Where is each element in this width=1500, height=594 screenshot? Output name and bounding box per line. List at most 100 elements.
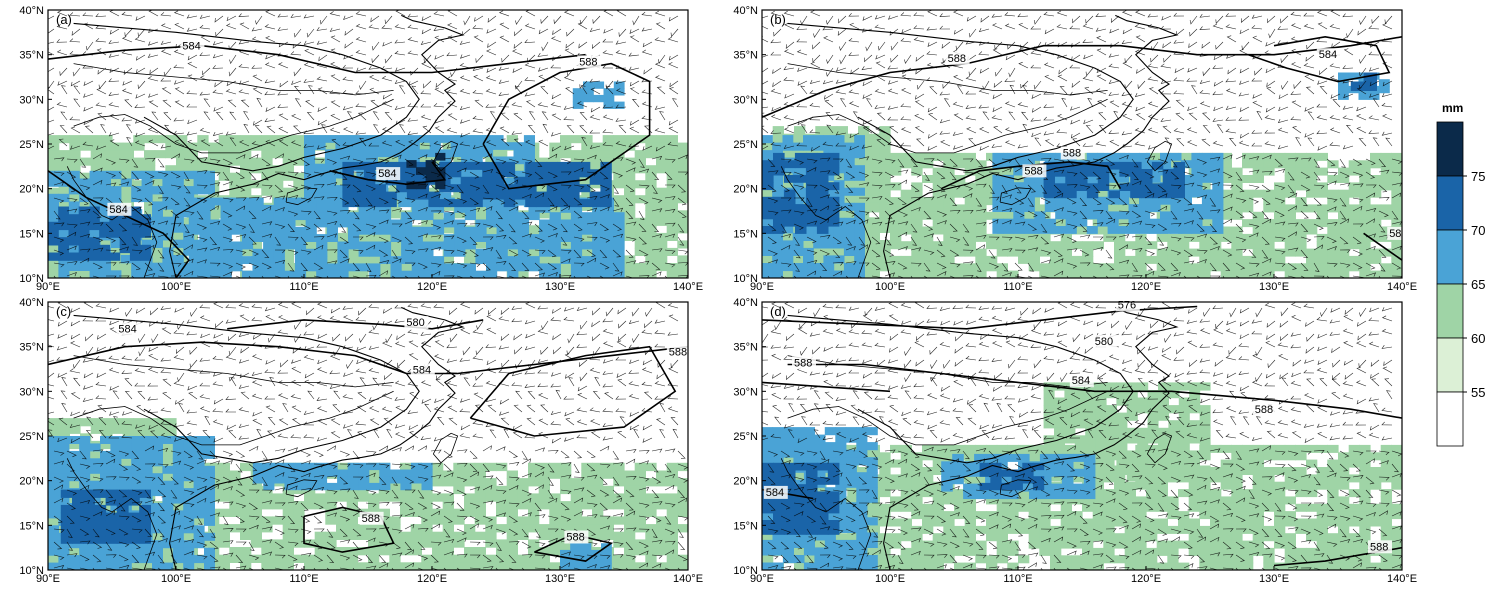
precip-cell [204, 170, 215, 180]
precip-cell [557, 184, 569, 193]
precip-cell [645, 210, 657, 219]
precip-cell [975, 175, 987, 183]
wind-barb [800, 124, 808, 134]
precip-cell [231, 204, 243, 213]
precip-cell [1044, 204, 1056, 212]
precip-cell [656, 202, 668, 211]
wind-barb [382, 41, 393, 47]
wind-barb [430, 262, 442, 268]
precip-cell [129, 252, 141, 261]
precip-cell [387, 135, 399, 143]
wind-barb [592, 15, 601, 24]
precip-cell [1391, 255, 1402, 264]
wind-barb [534, 262, 543, 271]
precip-cell [922, 255, 934, 264]
precip-cell [293, 172, 305, 181]
precip-cell [911, 204, 923, 213]
wind-barb [943, 98, 951, 108]
wind-barb [202, 67, 211, 76]
wind-barb [651, 208, 663, 213]
wind-barb [79, 184, 91, 191]
wind-barb [183, 210, 195, 216]
precip-cell [677, 150, 688, 159]
wind-barb [235, 262, 246, 269]
precip-cell [879, 126, 891, 135]
wind-barb [825, 112, 834, 121]
wind-barb [1213, 54, 1224, 61]
precip-cell [1220, 233, 1232, 242]
wind-barb [144, 197, 154, 206]
precip-cell [80, 172, 92, 181]
wind-barb [443, 197, 454, 205]
wind-barb [196, 169, 208, 174]
wind-barb [482, 223, 494, 229]
precip-cell [422, 270, 434, 278]
precip-cell [1167, 255, 1179, 264]
wind-barb [446, 144, 458, 149]
precip-cell [645, 217, 657, 226]
wind-barb [248, 249, 259, 256]
precip-cell [677, 263, 688, 272]
wind-barb [953, 28, 964, 35]
wind-barb [1319, 67, 1328, 76]
precip-cell [1295, 241, 1307, 250]
precip-cell [826, 126, 838, 135]
precip-cell [1002, 218, 1014, 227]
precip-cell [419, 135, 431, 143]
precip-cell [358, 241, 370, 250]
precip-cell [282, 172, 294, 181]
wind-barb [658, 54, 666, 64]
wind-barb [1225, 24, 1237, 30]
wind-barb [560, 274, 572, 278]
wind-barb [953, 10, 964, 17]
precip-cell [1263, 226, 1275, 235]
height-contours [48, 44, 651, 278]
precip-cell [449, 169, 462, 178]
precip-cell [1065, 183, 1077, 191]
wind-barb [1056, 24, 1068, 30]
precip-cell [1284, 182, 1296, 191]
wind-barb [148, 139, 159, 147]
precip-cell [613, 270, 625, 278]
precip-cell [996, 241, 1008, 250]
precip-cell [220, 256, 232, 264]
precip-cell [48, 187, 60, 196]
precip-cell [932, 226, 944, 235]
wind-barb [83, 93, 94, 98]
precip-cell [1107, 211, 1119, 220]
precip-cell [932, 189, 944, 198]
precip-cell [48, 178, 59, 187]
precip-cell [79, 193, 91, 203]
wind-barb [203, 98, 211, 108]
precip-cell [762, 204, 774, 212]
wind-barb [352, 275, 363, 278]
precip-cell [868, 160, 880, 169]
precip-cell [1212, 189, 1224, 198]
precip-cell [1220, 197, 1232, 206]
precip-cell [954, 233, 966, 242]
wind-barb [579, 15, 588, 25]
precip-cell [783, 204, 796, 212]
precip-cell [1338, 175, 1350, 183]
precip-cell [975, 189, 987, 198]
wind-barb [1277, 40, 1289, 45]
precip-cell [1097, 204, 1109, 212]
wind-barb [615, 79, 627, 84]
precip-cell [390, 270, 402, 278]
precip-cell [911, 248, 923, 257]
precip-cell [48, 237, 59, 246]
precip-cell [1178, 270, 1190, 278]
precip-cell [1050, 241, 1062, 250]
precip-cell [1002, 174, 1014, 183]
wind-barb [430, 193, 441, 199]
wind-barb [615, 40, 627, 45]
wind-barb [1329, 75, 1341, 82]
precip-cell [549, 226, 561, 235]
wind-barb [1030, 64, 1042, 69]
wind-barb [287, 171, 299, 176]
precip-cell [411, 241, 423, 250]
wind-barb [186, 103, 198, 108]
precip-cell [342, 184, 354, 193]
precip-cell [273, 256, 285, 264]
wind-barb [48, 132, 55, 136]
